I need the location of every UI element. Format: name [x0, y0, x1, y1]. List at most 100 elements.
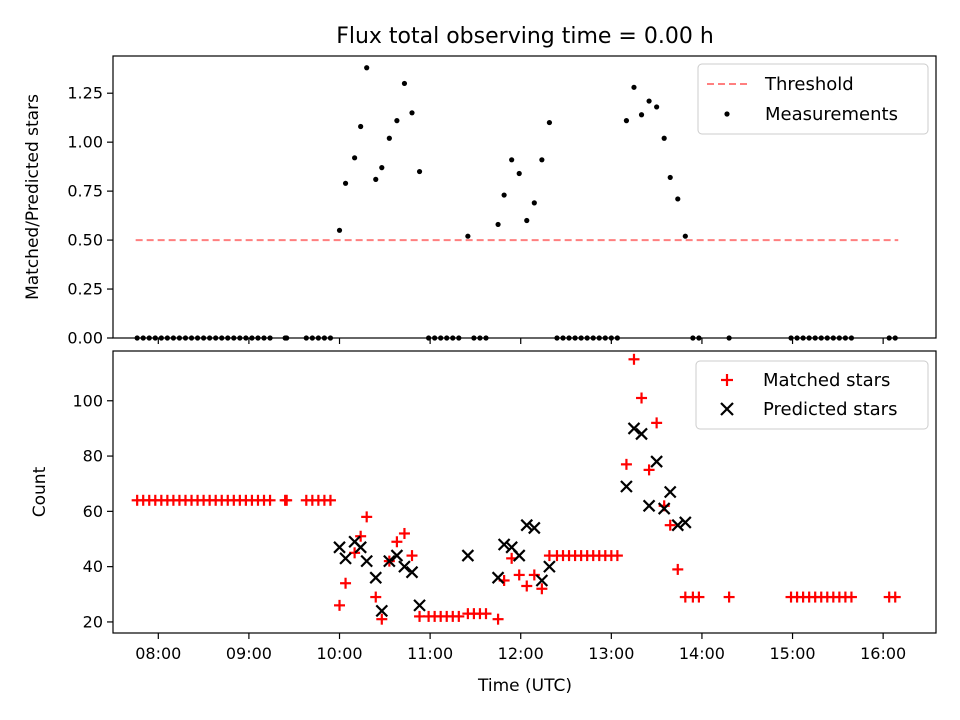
top-y-tick-label: 1.25 — [67, 84, 103, 103]
x-tick-label: 15:00 — [769, 644, 815, 663]
x-tick-label: 14:00 — [679, 644, 725, 663]
predicted-stars-point — [333, 541, 346, 554]
measurements-point — [409, 110, 415, 116]
bottom-y-tick-label: 60 — [83, 502, 103, 521]
measurements-point — [631, 84, 637, 90]
predicted-stars-point — [671, 518, 685, 532]
top-y-tick-label: 0.50 — [67, 231, 103, 250]
matched-stars-point — [370, 591, 382, 603]
measurements-point — [465, 233, 471, 239]
matched-stars-point — [264, 494, 276, 506]
legend-measurements-label: Measurements — [765, 104, 898, 125]
bottom-y-axis-label: Count — [30, 466, 50, 517]
top-chart-title: Flux total observing time = 0.00 h — [336, 24, 714, 49]
matched-stars-point — [361, 511, 373, 523]
bottom-y-tick-label: 20 — [83, 612, 103, 631]
legend-predicted-label: Predicted stars — [763, 399, 897, 420]
top-plot-area: 0.00 0.25 0.50 0.75 1.00 1.25 — [67, 55, 937, 348]
matched-stars-point — [324, 494, 336, 506]
measurements-point — [379, 165, 385, 171]
bottom-plot-frame — [112, 350, 937, 634]
predicted-stars-point — [543, 560, 556, 573]
predicted-stars-point — [635, 427, 648, 441]
bottom-y-tick-label: 100 — [72, 391, 103, 410]
bottom-plot-area: 20 40 60 80 100 08:00 09:00 10:00 11:00 12:00 13:… — [72, 350, 937, 663]
measurements-point — [416, 168, 423, 175]
legend-measurements-swatch — [724, 111, 730, 117]
predicted-stars-point — [360, 554, 373, 568]
predicted-stars-point — [497, 538, 511, 551]
measurements-point — [352, 155, 358, 161]
matched-stars-point — [693, 591, 705, 603]
measurements-point — [336, 227, 343, 233]
measurements-point — [401, 80, 408, 87]
top-y-tick-label: 0.25 — [67, 280, 103, 299]
matched-stars-point — [398, 527, 410, 539]
predicted-stars-point — [512, 549, 526, 562]
measurements-point — [546, 119, 553, 126]
matched-stars-point — [406, 550, 418, 562]
measurements-point — [394, 118, 400, 124]
legend-predicted-swatch — [720, 402, 734, 416]
predicted-stars-point — [413, 599, 426, 612]
predicted-stars-point — [405, 565, 419, 579]
x-tick-label: 09:00 — [226, 644, 272, 663]
predicted-stars-point — [354, 541, 367, 554]
predicted-stars-point — [627, 422, 641, 435]
matched-stars-point — [492, 613, 504, 625]
top-y-tick-label: 0.75 — [67, 182, 103, 201]
predicted-stars-point — [339, 552, 352, 565]
matched-stars-point — [480, 608, 492, 620]
matched-stars-point — [672, 563, 684, 575]
measurements-point — [501, 192, 507, 198]
matched-stars-point — [636, 392, 648, 404]
x-tick-label: 16:00 — [860, 644, 906, 663]
matched-stars-point — [723, 591, 735, 603]
measurements-point — [386, 135, 392, 141]
matched-stars-point — [845, 591, 857, 603]
measurements-point — [667, 174, 673, 181]
top-y-axis-label: Matched/Predicted stars — [23, 94, 43, 300]
x-tick-label: 11:00 — [407, 644, 453, 663]
top-legend-box — [697, 63, 929, 135]
predicted-stars-point — [679, 516, 692, 529]
bottom-y-tick-label: 80 — [83, 447, 103, 466]
measurements-point — [539, 157, 545, 163]
matched-stars-point — [281, 494, 293, 506]
measurements-point — [358, 123, 364, 130]
matched-stars-point — [536, 583, 548, 595]
predicted-stars-point — [535, 574, 549, 587]
x-axis-label: Time (UTC) — [477, 676, 572, 696]
bottom-legend: Matched stars Predicted stars — [695, 360, 929, 430]
predicted-stars-point — [650, 455, 663, 468]
matched-stars-point — [643, 464, 655, 476]
measurements-point — [682, 233, 688, 239]
predicted-stars-point — [461, 549, 475, 562]
measurements-point — [516, 170, 522, 177]
matched-stars-point — [651, 417, 663, 429]
measurements-point — [675, 196, 681, 202]
predicted-stars-point — [375, 604, 389, 618]
top-legend: Threshold Measurements — [697, 63, 929, 135]
matched-stars-point — [620, 458, 632, 470]
matched-stars-point — [355, 530, 367, 542]
measurements-point — [638, 112, 645, 118]
predicted-stars-point — [657, 502, 671, 515]
predicted-stars-point — [642, 499, 656, 513]
measurements-point — [342, 180, 349, 186]
matched-stars-point — [611, 550, 623, 562]
predicted-stars-point — [491, 571, 505, 584]
matched-stars-point — [334, 599, 346, 611]
predicted-stars-point — [663, 485, 677, 499]
top-y-tick-label: 1.00 — [67, 133, 103, 152]
matched-stars-point — [453, 610, 465, 622]
measurements-point — [654, 104, 660, 110]
legend-matched-swatch — [721, 374, 733, 386]
matched-stars-point — [340, 577, 352, 589]
matched-stars-point — [889, 591, 901, 603]
bottom-y-tick-label: 40 — [83, 557, 103, 576]
matched-stars-point — [376, 613, 388, 625]
measurements-point — [495, 221, 501, 228]
predicted-stars-point — [520, 518, 534, 532]
